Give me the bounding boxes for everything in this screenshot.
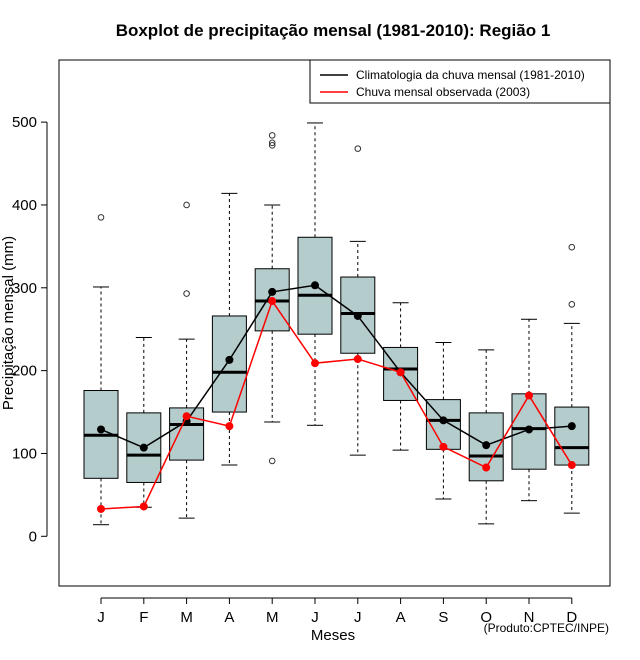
series-line — [100, 284, 572, 449]
legend-label-observed: Chuva mensal observada (2003) — [356, 85, 530, 99]
outlier-point — [183, 290, 190, 297]
x-tick-label: D — [566, 609, 577, 626]
outlier-point — [268, 132, 276, 139]
box-6 — [297, 122, 333, 426]
box-body — [554, 406, 590, 466]
series-point — [139, 443, 148, 452]
box-10 — [468, 349, 504, 525]
box-group — [83, 122, 590, 526]
x-tick-label: M — [266, 609, 279, 626]
series-point — [268, 297, 277, 306]
series-group — [97, 281, 576, 513]
x-tick-label: S — [438, 609, 448, 626]
series-point — [396, 368, 405, 377]
series-line — [100, 299, 573, 510]
legend-box — [309, 59, 611, 104]
outlier-point — [354, 145, 362, 152]
box-12 — [554, 243, 590, 514]
box-7 — [340, 145, 376, 456]
y-tick-label: 500 — [12, 114, 37, 131]
series-observed — [97, 297, 576, 513]
y-tick-label: 400 — [12, 197, 37, 214]
legend: Climatologia da chuva mensal (1981-2010)… — [309, 59, 611, 104]
series-point — [353, 311, 362, 320]
outlier-point — [183, 201, 190, 209]
outlier-point — [268, 139, 276, 147]
series-point — [353, 355, 362, 364]
x-tick-label: M — [180, 609, 193, 626]
series-point — [97, 504, 105, 513]
credit-text: (Produto:CPTEC/INPE) — [484, 621, 609, 635]
outlier-point — [268, 457, 276, 465]
x-tick-label: J — [97, 609, 105, 626]
y-tick-label: 0 — [29, 528, 37, 545]
y-axis: 0 100 200 300 400 500 — [12, 114, 48, 545]
x-tick-label: O — [480, 609, 492, 626]
box-11 — [511, 318, 547, 502]
x-axis-label: Meses — [311, 627, 355, 644]
chart-title: Boxplot de precipitação mensal (1981-201… — [116, 21, 551, 40]
x-tick-label: J — [354, 609, 362, 626]
series-point — [182, 412, 191, 421]
series-point — [482, 463, 491, 472]
legend-label-climatology: Climatologia da chuva mensal (1981-2010) — [356, 68, 585, 82]
box-4 — [211, 192, 247, 466]
x-tick-label: F — [139, 609, 148, 626]
series-point — [311, 359, 319, 368]
outlier-point — [268, 142, 276, 149]
outlier-point — [568, 301, 576, 308]
y-tick-label: 100 — [12, 445, 37, 462]
x-tick-label: N — [524, 609, 535, 626]
x-tick-label: A — [396, 609, 406, 626]
outlier-point — [568, 243, 576, 251]
y-tick-label: 300 — [12, 280, 37, 297]
x-tick-label: J — [311, 609, 319, 626]
series-point — [439, 416, 448, 425]
series-point — [482, 441, 491, 450]
series-point — [525, 391, 533, 400]
series-point — [225, 422, 234, 431]
y-tick-label: 200 — [12, 363, 37, 380]
x-tick-label: A — [224, 609, 234, 626]
series-point — [525, 425, 533, 434]
box-body — [211, 315, 247, 413]
series-point — [139, 502, 148, 511]
series-point — [439, 442, 448, 451]
series-point — [567, 461, 576, 470]
y-axis-label: Precipitação mensal (mm) — [0, 236, 17, 410]
box-3 — [169, 201, 205, 519]
outlier-point — [97, 214, 105, 221]
series-point — [97, 425, 105, 434]
series-climatology — [97, 281, 576, 452]
series-point — [567, 422, 576, 431]
series-point — [225, 355, 234, 364]
series-point — [311, 281, 319, 290]
box-8 — [383, 302, 419, 451]
box-1 — [83, 214, 119, 526]
series-point — [268, 287, 277, 296]
